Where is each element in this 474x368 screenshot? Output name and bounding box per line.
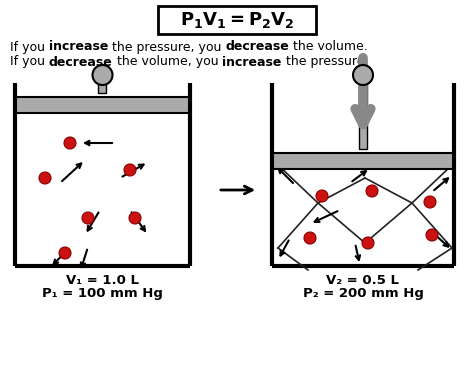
Text: V₂ = 0.5 L: V₂ = 0.5 L [327,273,400,287]
Bar [359,67,367,149]
Circle shape [82,212,94,224]
Bar [99,67,107,93]
Circle shape [124,164,136,176]
Circle shape [92,65,112,85]
Text: P₂ = 200 mm Hg: P₂ = 200 mm Hg [302,287,423,301]
Circle shape [353,65,373,85]
Circle shape [304,232,316,244]
Text: increase: increase [222,56,282,68]
Circle shape [366,185,378,197]
Text: the pressure, you: the pressure, you [109,40,226,53]
Text: $\mathbf{P_1V_1 = P_2V_2}$: $\mathbf{P_1V_1 = P_2V_2}$ [180,10,294,30]
Text: the pressure.: the pressure. [282,56,368,68]
Circle shape [362,237,374,249]
Bar [158,6,316,34]
Bar [273,153,453,169]
Circle shape [426,229,438,241]
Text: the volume, you: the volume, you [113,56,222,68]
Circle shape [316,190,328,202]
Text: If you: If you [10,56,49,68]
Text: V₁ = 1.0 L: V₁ = 1.0 L [66,273,139,287]
Text: increase: increase [49,40,109,53]
Text: the volume.: the volume. [290,40,368,53]
Circle shape [64,137,76,149]
Circle shape [424,196,436,208]
Circle shape [59,247,71,259]
Text: P₁ = 100 mm Hg: P₁ = 100 mm Hg [42,287,163,301]
Text: If you: If you [10,40,49,53]
Bar [16,97,189,113]
Text: decrease: decrease [49,56,113,68]
Text: decrease: decrease [226,40,290,53]
Circle shape [39,172,51,184]
Circle shape [129,212,141,224]
